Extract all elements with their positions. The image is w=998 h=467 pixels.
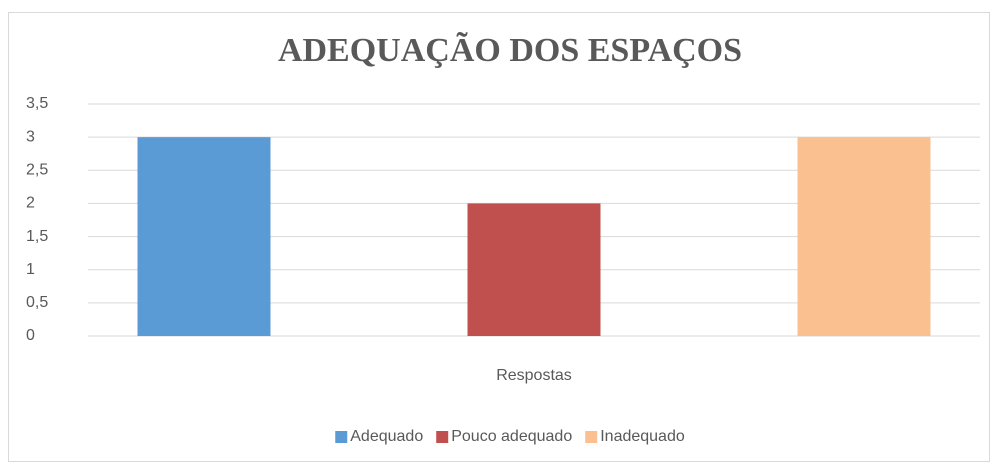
- y-tick-label: 1,5: [26, 228, 48, 245]
- bar: [137, 137, 271, 336]
- legend-swatch: [585, 431, 598, 443]
- legend-swatch: [436, 431, 449, 443]
- y-tick-label: 3,5: [26, 95, 48, 112]
- y-tick-label: 3: [26, 128, 35, 145]
- bar: [797, 137, 931, 336]
- x-tick-label: Respostas: [496, 367, 572, 384]
- chart-title: ADEQUAÇÃO DOS ESPAÇOS: [278, 32, 742, 69]
- y-tick-label: 0: [26, 327, 35, 344]
- y-tick-label: 0,5: [26, 294, 48, 311]
- y-tick-label: 1: [26, 261, 35, 278]
- y-tick-label: 2: [26, 195, 35, 212]
- legend-label: Adequado: [350, 428, 423, 445]
- legend-label: Inadequado: [600, 428, 685, 445]
- legend-label: Pouco adequado: [451, 428, 572, 445]
- y-tick-label: 2,5: [26, 162, 48, 179]
- legend-swatch: [335, 431, 348, 443]
- bar: [467, 203, 601, 336]
